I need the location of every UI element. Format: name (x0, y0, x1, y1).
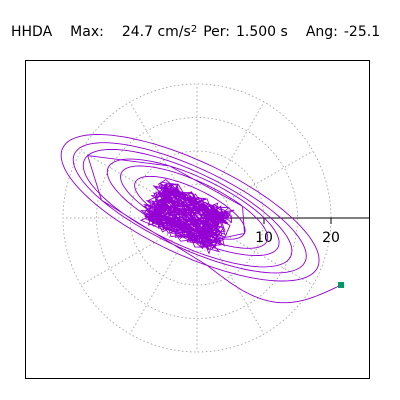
max-value: 24.7 cm/s (121, 24, 191, 40)
grid-spoke (225, 150, 314, 202)
ang-label: Ang: (305, 24, 338, 40)
per-label: Per: (203, 24, 230, 40)
per-value: 1.500 s (235, 24, 288, 40)
orbit-path (60, 134, 342, 304)
grid-spoke (213, 101, 265, 190)
tick-label: 10 (255, 230, 273, 246)
grid-spoke (80, 234, 169, 286)
end-point-marker (338, 282, 345, 288)
station-code: HHDA (11, 24, 53, 40)
plot-header: HHDA Max: 24.7 cm/s2 Per: 1.500 s Ang: -25.1 (11, 22, 380, 42)
max-unit-exponent: 2 (190, 24, 198, 35)
orbit-trace (60, 134, 342, 304)
grid-spoke (129, 246, 181, 335)
grid-spoke (129, 101, 181, 190)
grid-spoke (213, 246, 265, 335)
tick-label: 20 (322, 230, 340, 246)
end-marker (338, 282, 345, 288)
ang-value: -25.1 (343, 24, 381, 40)
grid-spoke (225, 234, 314, 286)
max-label: Max: (70, 24, 104, 40)
radial-ticks: 10 20 (255, 218, 340, 246)
plot-frame (25, 60, 370, 379)
